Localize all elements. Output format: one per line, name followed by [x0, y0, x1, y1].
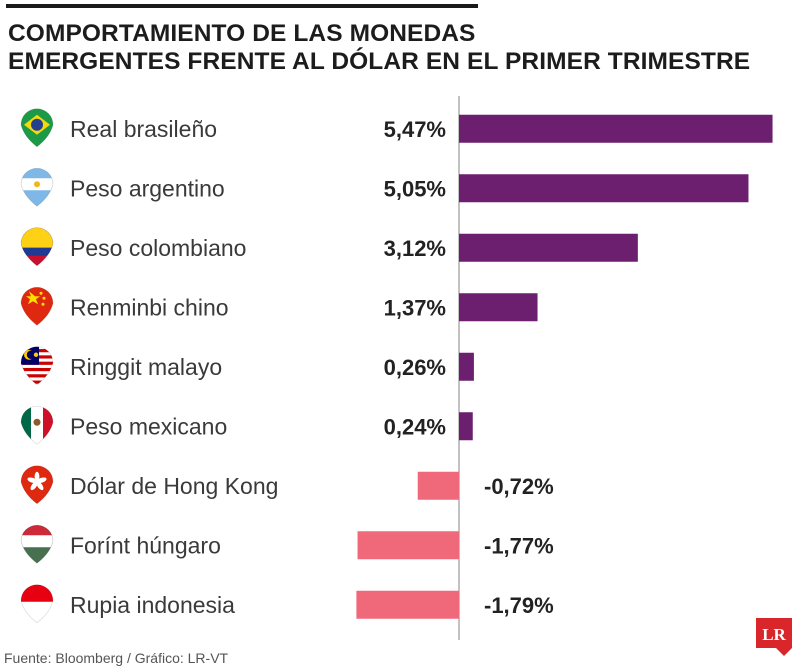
chart-row: Forínt húngaro -1,77% [20, 524, 554, 564]
category-label: Rupia indonesia [70, 592, 235, 618]
category-label: Renminbi chino [70, 294, 229, 320]
bar [459, 174, 749, 203]
bar [459, 412, 473, 441]
bar [459, 293, 538, 322]
value-label: 0,24% [384, 414, 446, 439]
category-label: Peso colombiano [70, 235, 246, 261]
value-label: 5,47% [384, 117, 446, 142]
value-label: -0,72% [484, 474, 554, 499]
bar [357, 531, 459, 560]
value-label: 0,26% [384, 355, 446, 380]
category-label: Ringgit malayo [70, 354, 222, 380]
lr-logo: LR [756, 618, 792, 656]
indonesia-flag-icon [21, 584, 53, 623]
chart-title-line-1: COMPORTAMIENTO DE LAS MONEDAS [8, 20, 476, 47]
top-rule [6, 4, 478, 8]
bar [459, 352, 474, 381]
source-note: Fuente: Bloomberg / Gráfico: LR-VT [4, 650, 229, 666]
value-label: 1,37% [384, 295, 446, 320]
svg-text:LR: LR [762, 625, 786, 644]
chart-row: Real brasileño 5,47% [20, 108, 773, 148]
mexico-flag-icon [21, 406, 53, 445]
bar [417, 471, 459, 500]
category-label: Peso mexicano [70, 413, 227, 439]
chart-row: Peso colombiano 3,12% [20, 227, 638, 267]
chart-row: Dólar de Hong Kong -0,72% [20, 465, 554, 505]
category-label: Dólar de Hong Kong [70, 473, 278, 499]
chart-title: COMPORTAMIENTO DE LAS MONEDAS EMERGENTES… [8, 20, 788, 76]
chart-row: Peso argentino 5,05% [20, 167, 749, 207]
value-label: -1,77% [484, 533, 554, 558]
china-flag-icon [21, 287, 53, 326]
category-label: Real brasileño [70, 116, 217, 142]
hungary-flag-icon [21, 525, 53, 564]
category-label: Forínt húngaro [70, 532, 221, 558]
argentina-flag-icon [21, 168, 53, 207]
value-label: -1,79% [484, 593, 554, 618]
chart-row: Ringgit malayo 0,26% [20, 346, 474, 386]
value-label: 5,05% [384, 176, 446, 201]
hong-kong-flag-icon [21, 465, 53, 504]
chart-row: Rupia indonesia -1,79% [20, 584, 554, 624]
colombia-flag-icon [21, 227, 53, 266]
malaysia-flag-icon [21, 346, 53, 385]
category-label: Peso argentino [70, 175, 225, 201]
chart-row: Peso mexicano 0,24% [20, 405, 473, 445]
bar [459, 233, 638, 262]
bar [459, 114, 773, 143]
value-label: 3,12% [384, 236, 446, 261]
chart-title-line-2: EMERGENTES FRENTE AL DÓLAR EN EL PRIMER … [8, 48, 751, 75]
brazil-flag-icon [21, 108, 53, 147]
bar [356, 590, 459, 619]
